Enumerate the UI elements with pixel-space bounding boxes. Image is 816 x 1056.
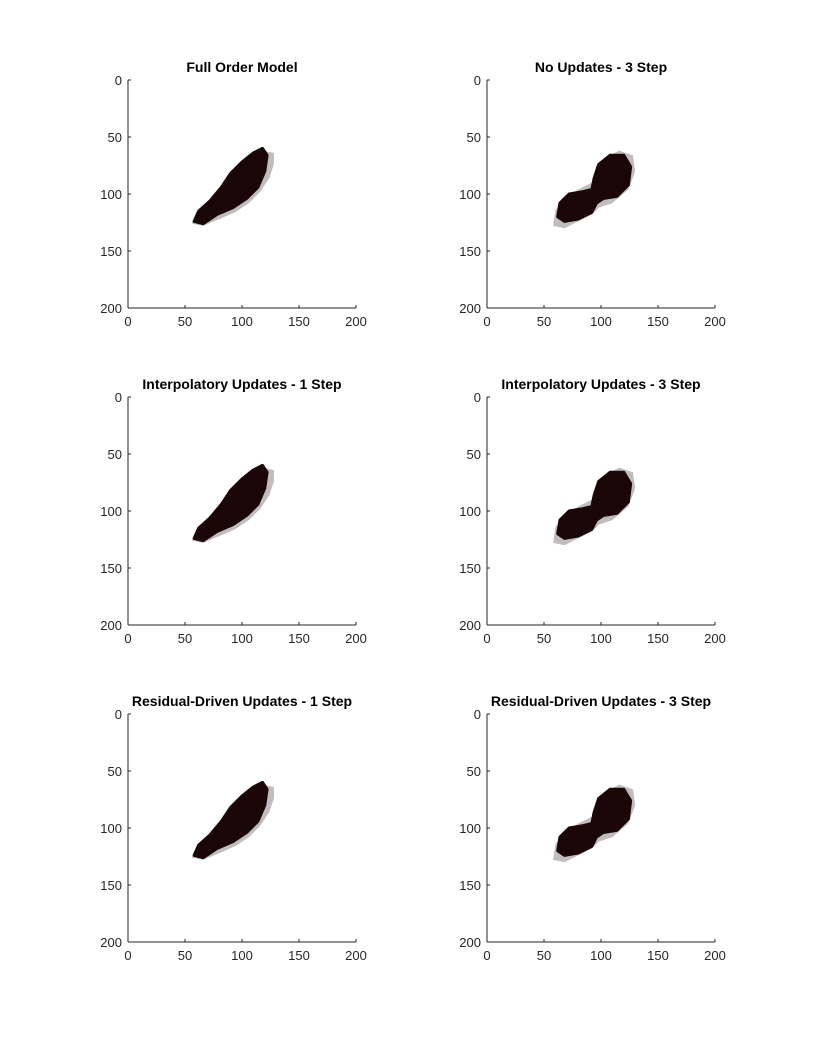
y-tick-label: 100 bbox=[100, 504, 122, 519]
y-tick-label: 150 bbox=[459, 878, 481, 893]
y-tick-label: 150 bbox=[459, 244, 481, 259]
subplot-title: No Updates - 3 Step bbox=[535, 59, 667, 75]
x-tick-label: 50 bbox=[178, 948, 192, 963]
y-tick-label: 0 bbox=[115, 73, 122, 88]
x-tick-label: 150 bbox=[288, 314, 310, 329]
y-tick-label: 150 bbox=[100, 878, 122, 893]
y-tick-label: 150 bbox=[100, 244, 122, 259]
x-tick-label: 200 bbox=[345, 631, 367, 646]
subplot-title: Residual-Driven Updates - 3 Step bbox=[491, 693, 711, 709]
region-body bbox=[556, 153, 633, 223]
x-tick-label: 50 bbox=[178, 631, 192, 646]
x-tick-label: 50 bbox=[537, 631, 551, 646]
subplot-6: Residual-Driven Updates - 3 Step 0 50 100 15… bbox=[459, 693, 726, 963]
y-tick-label: 0 bbox=[474, 73, 481, 88]
x-tick-label: 200 bbox=[704, 631, 726, 646]
y-tick-label: 50 bbox=[467, 764, 481, 779]
y-tick-label: 200 bbox=[100, 935, 122, 950]
y-tick-label: 0 bbox=[115, 390, 122, 405]
x-tick-label: 100 bbox=[590, 314, 612, 329]
y-tick-label: 150 bbox=[459, 561, 481, 576]
y-tick-label: 150 bbox=[100, 561, 122, 576]
x-tick-label: 0 bbox=[483, 631, 490, 646]
x-tick-label: 200 bbox=[704, 314, 726, 329]
x-tick-label: 100 bbox=[231, 631, 253, 646]
x-tick-label: 100 bbox=[231, 314, 253, 329]
x-tick-label: 0 bbox=[124, 314, 131, 329]
x-tick-label: 0 bbox=[483, 948, 490, 963]
x-tick-label: 200 bbox=[345, 948, 367, 963]
y-tick-label: 200 bbox=[459, 935, 481, 950]
x-tick-label: 100 bbox=[590, 948, 612, 963]
y-tick-label: 200 bbox=[459, 301, 481, 316]
y-tick-label: 50 bbox=[108, 764, 122, 779]
x-tick-label: 0 bbox=[124, 948, 131, 963]
y-tick-label: 0 bbox=[474, 390, 481, 405]
y-tick-label: 200 bbox=[100, 301, 122, 316]
x-tick-label: 100 bbox=[231, 948, 253, 963]
region-body bbox=[556, 787, 633, 857]
x-tick-label: 200 bbox=[345, 314, 367, 329]
region-body bbox=[192, 463, 269, 543]
x-tick-label: 0 bbox=[483, 314, 490, 329]
y-tick-label: 200 bbox=[100, 618, 122, 633]
y-tick-label: 100 bbox=[100, 187, 122, 202]
x-tick-label: 50 bbox=[178, 314, 192, 329]
y-tick-label: 50 bbox=[108, 130, 122, 145]
y-tick-label: 50 bbox=[467, 130, 481, 145]
y-tick-label: 200 bbox=[459, 618, 481, 633]
x-tick-label: 50 bbox=[537, 948, 551, 963]
x-tick-label: 150 bbox=[647, 314, 669, 329]
y-tick-label: 50 bbox=[467, 447, 481, 462]
region-body bbox=[192, 780, 269, 860]
y-tick-label: 100 bbox=[459, 504, 481, 519]
subplot-title: Interpolatory Updates - 1 Step bbox=[142, 376, 341, 392]
subplot-title: Interpolatory Updates - 3 Step bbox=[501, 376, 700, 392]
x-tick-label: 150 bbox=[647, 948, 669, 963]
x-tick-label: 50 bbox=[537, 314, 551, 329]
y-tick-label: 100 bbox=[459, 187, 481, 202]
y-tick-label: 100 bbox=[100, 821, 122, 836]
subplot-3: Interpolatory Updates - 1 Step 0 50 100 150 2… bbox=[100, 376, 367, 646]
subplot-4: Interpolatory Updates - 3 Step 0 50 100 150 2… bbox=[459, 376, 726, 646]
region-body bbox=[556, 470, 633, 540]
y-tick-label: 100 bbox=[459, 821, 481, 836]
y-tick-label: 0 bbox=[115, 707, 122, 722]
x-tick-label: 100 bbox=[590, 631, 612, 646]
region-body bbox=[192, 146, 269, 226]
subplot-5: Residual-Driven Updates - 1 Step 0 50 100 15… bbox=[100, 693, 367, 963]
subplot-title: Full Order Model bbox=[186, 59, 297, 75]
x-tick-label: 150 bbox=[288, 631, 310, 646]
y-tick-label: 50 bbox=[108, 447, 122, 462]
x-tick-label: 150 bbox=[288, 948, 310, 963]
subplot-title: Residual-Driven Updates - 1 Step bbox=[132, 693, 352, 709]
x-tick-label: 0 bbox=[124, 631, 131, 646]
x-tick-label: 150 bbox=[647, 631, 669, 646]
y-tick-label: 0 bbox=[474, 707, 481, 722]
x-tick-label: 200 bbox=[704, 948, 726, 963]
